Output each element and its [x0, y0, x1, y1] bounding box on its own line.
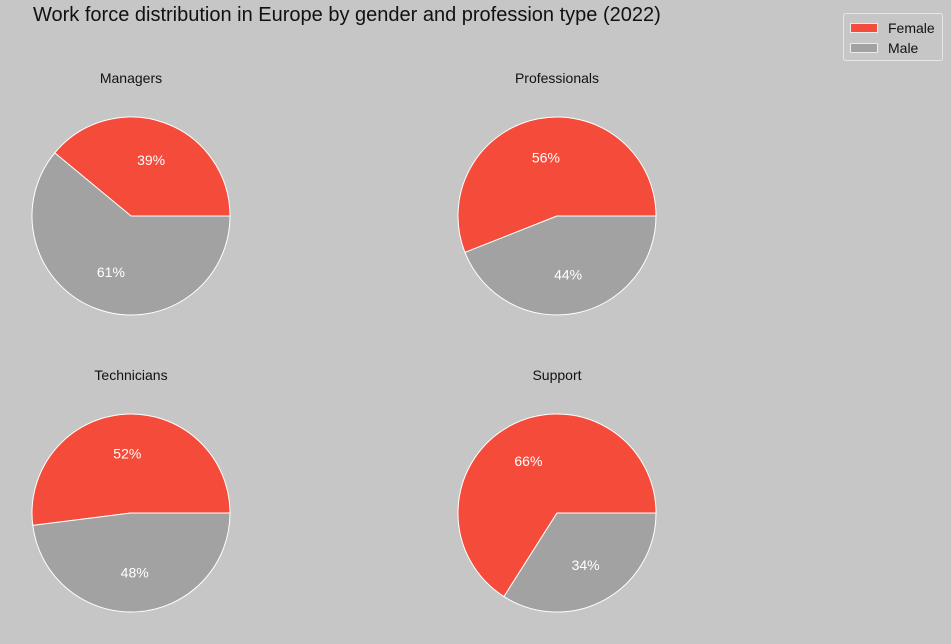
legend-swatch-female: [850, 23, 878, 33]
pie-professionals: Professionals 56% 44%: [457, 70, 657, 316]
pie-managers: Managers 39% 61%: [31, 70, 231, 316]
slice-managers-male: [31, 152, 231, 316]
legend-item-female: Female: [850, 18, 936, 38]
legend-swatch-male: [850, 43, 878, 53]
pie-support: Support 66% 34%: [457, 367, 657, 613]
pct-label-support-male: 34%: [572, 557, 600, 573]
slice-professionals-female: [457, 116, 657, 254]
pie-title-managers: Managers: [100, 70, 162, 86]
legend-label-female: Female: [888, 20, 935, 36]
slice-support-female: [457, 413, 657, 598]
pct-label-managers-female: 39%: [137, 152, 165, 168]
pct-label-managers-male: 61%: [97, 264, 125, 280]
slice-managers-female: [54, 116, 231, 217]
legend-label-male: Male: [888, 40, 919, 56]
slice-technicians-male: [32, 512, 231, 613]
legend-item-male: Male: [850, 38, 936, 58]
slice-professionals-male: [464, 215, 657, 316]
pct-label-technicians-female: 52%: [113, 446, 141, 462]
pct-label-professionals-male: 44%: [554, 266, 582, 282]
pct-label-professionals-female: 56%: [532, 150, 560, 166]
pct-label-technicians-male: 48%: [121, 564, 149, 580]
slice-technicians-female: [31, 413, 231, 526]
chart-title: Work force distribution in Europe by gen…: [33, 4, 661, 26]
pie-title-support: Support: [532, 367, 581, 383]
pie-technicians: Technicians 52% 48%: [31, 367, 231, 613]
pie-title-technicians: Technicians: [94, 367, 167, 383]
pct-label-support-female: 66%: [514, 453, 542, 469]
legend: Female Male: [843, 13, 943, 61]
slice-support-male: [503, 512, 657, 613]
pie-title-professionals: Professionals: [515, 70, 599, 86]
